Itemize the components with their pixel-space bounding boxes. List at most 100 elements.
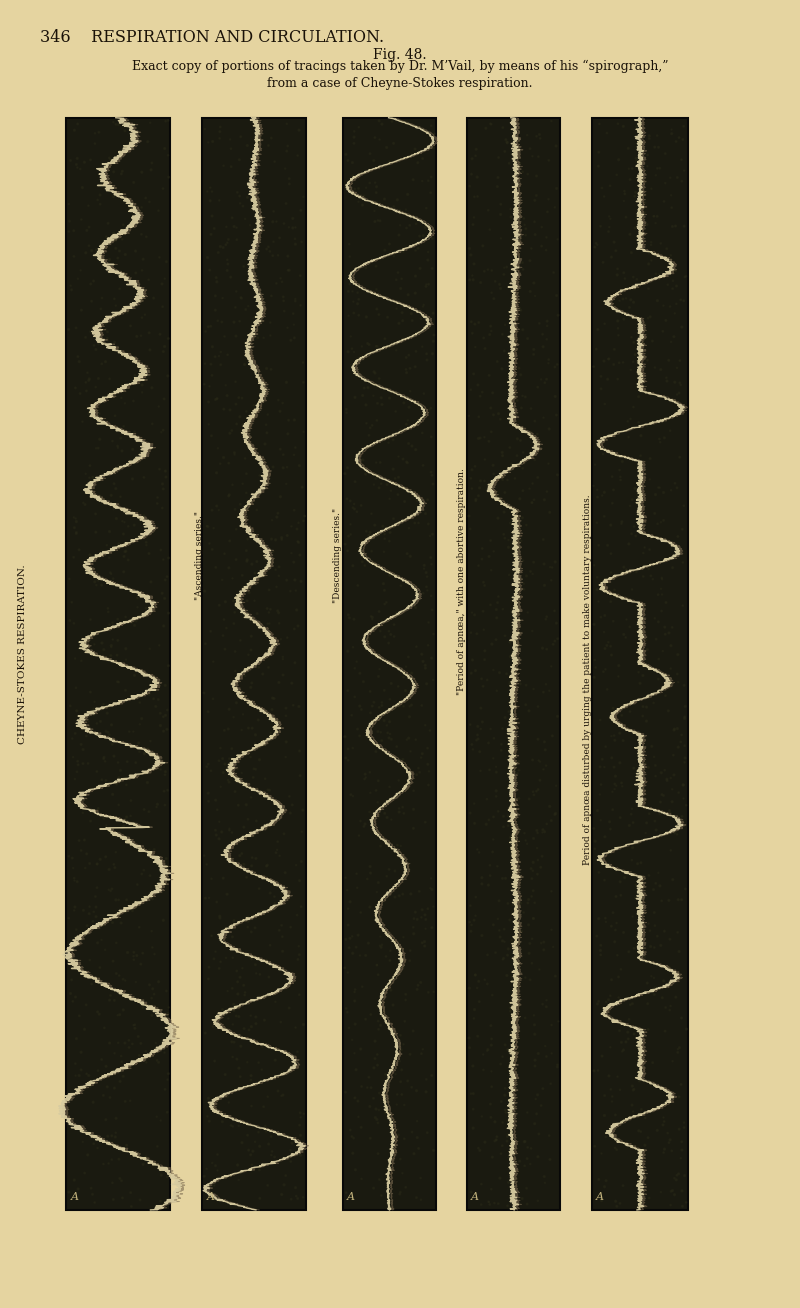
Point [654,791,667,812]
Point [290,1185,302,1206]
Point [88,634,101,655]
Point [72,755,85,776]
Point [468,604,481,625]
Point [657,1114,670,1135]
Point [381,807,394,828]
Point [377,573,390,594]
Point [658,616,671,637]
Point [223,531,236,552]
Point [675,1139,688,1160]
Point [467,364,480,385]
Point [622,942,635,963]
Point [66,848,78,869]
Point [202,968,214,989]
Point [131,283,144,303]
Point [69,647,82,668]
Point [649,811,662,832]
Point [74,383,86,404]
Point [543,795,556,816]
Point [482,365,495,386]
Point [618,867,631,888]
Point [74,1041,87,1062]
Point [638,538,651,559]
Point [226,568,239,589]
Point [650,629,662,650]
Point [365,1078,378,1099]
Point [541,201,554,222]
Point [250,778,263,799]
Point [85,1177,98,1198]
Point [400,347,413,368]
Point [277,649,290,670]
Point [674,542,686,562]
Point [271,831,284,852]
Point [157,706,170,727]
Point [93,403,106,424]
Point [78,152,91,173]
Point [482,1039,494,1059]
Point [213,500,226,521]
Point [124,1091,137,1112]
Point [93,122,106,143]
Point [675,806,688,827]
Point [410,729,422,749]
Point [94,712,107,732]
Point [508,511,521,532]
Point [382,621,395,642]
Point [364,143,377,164]
Point [114,487,127,508]
Point [70,511,82,532]
Point [209,300,222,320]
Point [383,712,396,732]
Point [119,245,132,266]
Point [265,358,278,379]
Point [471,1025,484,1046]
Point [67,220,80,241]
Point [639,171,652,192]
Point [297,510,310,531]
Point [498,483,511,504]
Point [364,782,377,803]
Point [104,880,117,901]
Point [678,1165,691,1186]
Point [518,215,531,235]
Point [227,613,240,634]
Point [378,542,390,562]
Point [590,339,602,360]
Point [462,506,475,527]
Point [632,662,645,683]
Point [538,821,551,842]
Point [298,506,311,527]
Point [364,522,377,543]
Point [669,969,682,990]
Point [406,310,418,331]
Point [241,551,254,572]
Point [487,288,500,309]
Point [145,160,158,181]
Point [592,991,605,1012]
Point [275,1086,288,1107]
Point [486,841,499,862]
Point [472,555,485,576]
Point [482,810,495,831]
Point [260,818,273,838]
Point [244,256,257,277]
Point [394,1050,406,1071]
Point [485,283,498,303]
Point [594,944,607,965]
Point [654,1181,667,1202]
Point [515,921,528,942]
Point [409,901,422,922]
Point [498,523,510,544]
Point [518,208,530,229]
Point [287,314,300,335]
Point [502,815,514,836]
Point [282,217,295,238]
Point [291,1041,304,1062]
Point [513,298,526,319]
Point [147,688,160,709]
Point [469,314,482,335]
Point [627,396,640,417]
Point [640,629,653,650]
Point [656,585,669,606]
